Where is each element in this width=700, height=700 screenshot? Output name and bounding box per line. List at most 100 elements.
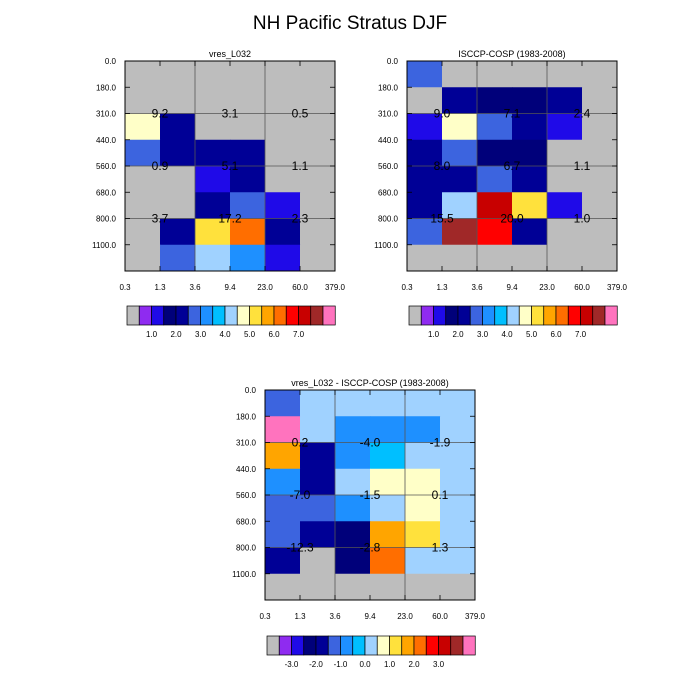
heatmap-cell bbox=[440, 495, 476, 522]
heatmap-cell bbox=[125, 87, 161, 114]
heatmap-cell bbox=[440, 442, 476, 470]
heatmap-cell bbox=[125, 166, 161, 193]
cell-value-label: -2.8 bbox=[360, 541, 381, 555]
colorbar-box bbox=[433, 305, 447, 326]
heatmap-cell bbox=[335, 468, 371, 496]
cell-value-label: 0.1 bbox=[432, 488, 449, 502]
x-tick-label: 23.0 bbox=[257, 283, 273, 292]
heatmap-cell bbox=[160, 139, 196, 167]
colorbar-box bbox=[604, 305, 618, 326]
colorbar-box bbox=[364, 635, 378, 656]
heatmap-cell bbox=[440, 416, 476, 443]
heatmap-cell bbox=[512, 139, 548, 167]
heatmap-cell bbox=[407, 218, 443, 246]
y-tick-label: 1100.0 bbox=[92, 241, 116, 250]
x-tick-label: 379.0 bbox=[325, 283, 346, 292]
heatmap-cell bbox=[370, 468, 406, 496]
colorbar-box bbox=[138, 305, 152, 326]
x-tick-label: 3.6 bbox=[189, 283, 201, 292]
cell-value-label: 6.7 bbox=[504, 159, 521, 173]
heatmap-cell bbox=[477, 87, 513, 114]
colorbar-box bbox=[543, 305, 557, 326]
heatmap-cell bbox=[125, 192, 161, 219]
x-tick-label: 9.4 bbox=[506, 283, 518, 292]
heatmap-cell bbox=[405, 547, 441, 575]
y-tick-label: 680.0 bbox=[236, 517, 257, 526]
x-tick-label: 379.0 bbox=[465, 612, 486, 621]
heatmap-cell bbox=[370, 442, 406, 470]
x-tick-label: 60.0 bbox=[574, 283, 590, 292]
heatmap-cell bbox=[230, 218, 266, 246]
colorbar-tick-label: 3.0 bbox=[433, 660, 445, 669]
heatmap-cell bbox=[442, 87, 478, 114]
colorbar-box bbox=[126, 305, 140, 326]
heatmap-cell bbox=[547, 139, 583, 167]
heatmap-cell bbox=[477, 166, 513, 193]
cell-value-label: 1.0 bbox=[574, 212, 591, 226]
colorbar-box bbox=[298, 305, 312, 326]
heatmap-cell bbox=[405, 416, 441, 443]
heatmap-cell bbox=[512, 244, 548, 272]
panel-title: ISCCP-COSP (1983-2008) bbox=[458, 49, 565, 59]
heatmap-cell bbox=[300, 521, 336, 548]
y-tick-label: 440.0 bbox=[236, 465, 257, 474]
colorbar-box bbox=[401, 635, 415, 656]
heatmap-cell bbox=[582, 87, 618, 114]
colorbar-box bbox=[518, 305, 532, 326]
heatmap-cell bbox=[265, 547, 301, 575]
colorbar-box bbox=[580, 305, 594, 326]
colorbar-box bbox=[261, 305, 275, 326]
x-tick-label: 0.3 bbox=[401, 283, 413, 292]
colorbar-box bbox=[592, 305, 606, 326]
heatmap-cell bbox=[125, 218, 161, 246]
heatmap-cell bbox=[547, 218, 583, 246]
heatmap-cell bbox=[300, 416, 336, 443]
heatmap-cell bbox=[442, 218, 478, 246]
colorbar-box bbox=[376, 635, 390, 656]
heatmap-cell bbox=[230, 61, 266, 88]
colorbar-box bbox=[291, 635, 305, 656]
heatmap-cell bbox=[477, 244, 513, 272]
heatmap-cell bbox=[407, 166, 443, 193]
heatmap-cell bbox=[125, 244, 161, 272]
heatmap-cell bbox=[407, 61, 443, 88]
cell-value-label: 3.1 bbox=[222, 107, 239, 121]
colorbar-box bbox=[310, 305, 324, 326]
heatmap-cell bbox=[300, 495, 336, 522]
colorbar-box bbox=[420, 305, 434, 326]
heatmap-cell bbox=[440, 547, 476, 575]
y-tick-label: 800.0 bbox=[236, 544, 257, 553]
colorbar-tick-label: 7.0 bbox=[293, 330, 305, 339]
cell-value-label: 2.3 bbox=[292, 212, 309, 226]
heatmap-cell bbox=[582, 61, 618, 88]
colorbar-tick-label: 6.0 bbox=[268, 330, 280, 339]
heatmap-cell bbox=[512, 218, 548, 246]
colorbar-box bbox=[438, 635, 452, 656]
y-tick-label: 180.0 bbox=[378, 83, 399, 92]
heatmap-cell bbox=[442, 244, 478, 272]
heatmap-cell bbox=[335, 547, 371, 575]
colorbar-box bbox=[212, 305, 226, 326]
y-tick-label: 310.0 bbox=[96, 110, 117, 119]
colorbar-tick-label: 2.0 bbox=[170, 330, 182, 339]
y-tick-label: 180.0 bbox=[236, 412, 257, 421]
colorbar-tick-label: 5.0 bbox=[526, 330, 538, 339]
colorbar-tick-label: 1.0 bbox=[384, 660, 396, 669]
y-tick-label: 0.0 bbox=[245, 386, 257, 395]
heatmap-cell bbox=[405, 442, 441, 470]
heatmap-cell bbox=[335, 390, 371, 417]
colorbar-tick-label: 3.0 bbox=[477, 330, 489, 339]
heatmap-cell bbox=[370, 547, 406, 575]
heatmap-cell bbox=[195, 139, 231, 167]
x-tick-label: 0.3 bbox=[119, 283, 131, 292]
heatmap-cell bbox=[547, 113, 583, 141]
heatmap-cell bbox=[335, 573, 371, 601]
colorbar-box bbox=[340, 635, 354, 656]
x-tick-label: 1.3 bbox=[436, 283, 448, 292]
heatmap-cell bbox=[265, 521, 301, 548]
heatmap-cell bbox=[300, 113, 336, 141]
heatmap-cell bbox=[442, 139, 478, 167]
colorbar-box bbox=[273, 305, 287, 326]
heatmap-cell bbox=[582, 139, 618, 167]
heatmap-cell bbox=[160, 87, 196, 114]
